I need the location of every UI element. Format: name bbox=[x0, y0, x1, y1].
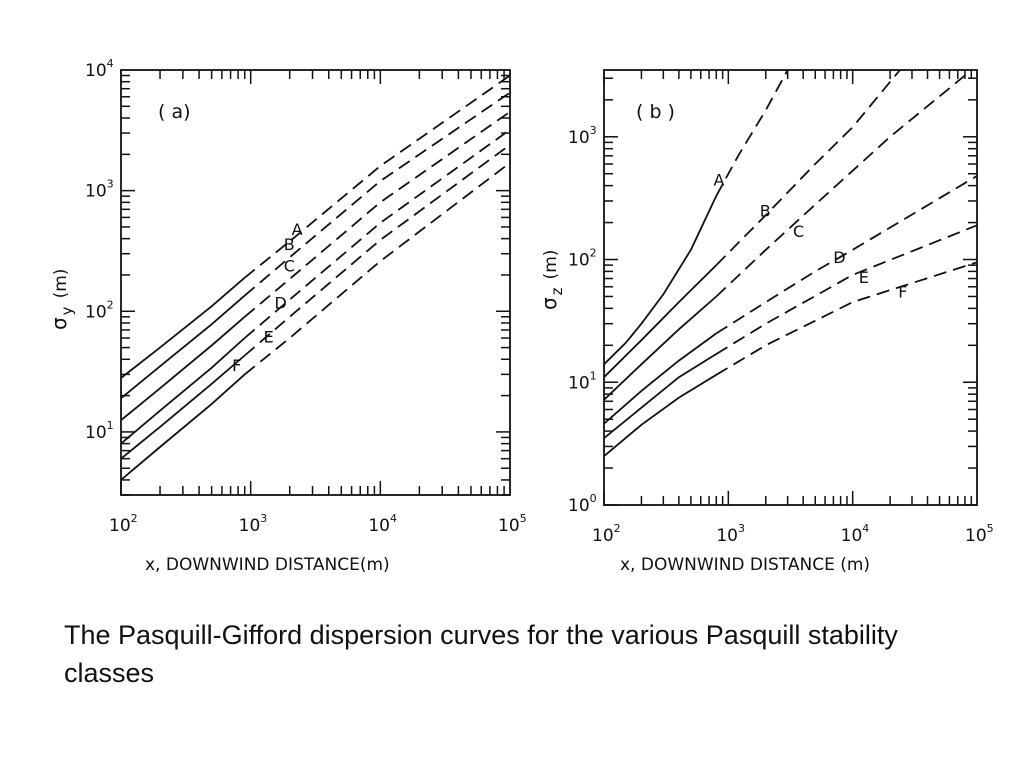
tick-marks-a bbox=[120, 70, 510, 496]
curve-a-c-dashed bbox=[244, 111, 510, 318]
figure-caption: The Pasquill-Gifford dispersion curves f… bbox=[64, 620, 898, 688]
series-label-b-b: B bbox=[760, 202, 771, 221]
tick-labels-b: 102 103 104 105 100 101 102 103 bbox=[568, 124, 994, 546]
curve-b-c-solid bbox=[603, 295, 717, 401]
x-tick-label: 105 bbox=[965, 522, 994, 546]
y-axis-unit-a: (m) bbox=[51, 269, 71, 299]
tick-marks-b bbox=[603, 70, 977, 506]
curve-b-f-solid bbox=[603, 374, 717, 457]
y-tick-label: 100 bbox=[568, 492, 597, 516]
curve-a-d-dashed bbox=[244, 128, 510, 339]
y-axis-sub-a: y bbox=[58, 306, 76, 315]
svg-text:σy(m): σy (m) bbox=[47, 269, 76, 330]
curve-b-f-dashed bbox=[715, 261, 977, 376]
series-label-a-f: F bbox=[232, 356, 241, 375]
curve-a-f-dashed bbox=[244, 162, 510, 376]
series-label-b-c: C bbox=[793, 222, 804, 241]
tick-labels-a: 102 103 104 105 101 102 103 104 bbox=[85, 57, 527, 536]
y-tick-label: 101 bbox=[568, 369, 597, 393]
curve-a-b-dashed bbox=[244, 91, 510, 297]
y-axis-label-a: σy (m) bbox=[47, 269, 76, 330]
curve-a-f-solid bbox=[120, 373, 246, 481]
curve-b-a-solid bbox=[603, 195, 718, 365]
curve-b-a-dashed bbox=[715, 70, 789, 197]
curve-b-d-dashed bbox=[715, 175, 977, 335]
curve-b-d-solid bbox=[603, 332, 717, 425]
y-tick-label: 103 bbox=[568, 124, 597, 148]
curves-b bbox=[603, 70, 977, 457]
x-axis-label-b: x, DOWNWIND DISTANCE (m) bbox=[620, 555, 870, 575]
x-axis-label-a: x, DOWNWIND DISTANCE(m) bbox=[145, 555, 390, 575]
curve-b-c-dashed bbox=[715, 70, 974, 298]
curve-a-a-dashed bbox=[244, 74, 510, 279]
curve-a-c-solid bbox=[120, 316, 246, 421]
series-label-b-d: D bbox=[833, 248, 845, 267]
y-axis-unit-b: (m) bbox=[541, 250, 561, 280]
curve-b-b-solid bbox=[603, 264, 717, 378]
series-label-a-c: C bbox=[284, 256, 295, 275]
x-tick-label: 104 bbox=[368, 512, 397, 536]
y-tick-label: 101 bbox=[85, 419, 114, 443]
series-label-b-a: A bbox=[714, 170, 725, 189]
series-label-b-e: E bbox=[859, 268, 869, 287]
curve-b-e-dashed bbox=[715, 224, 977, 355]
panel-label-a: ( a) bbox=[158, 101, 191, 123]
x-tick-label: 102 bbox=[109, 512, 138, 536]
series-label-a-e: E bbox=[264, 327, 274, 346]
plot-frame-b bbox=[603, 69, 978, 506]
panel-b-sigma-z: 102 103 104 105 100 101 102 103 A B C DE F ( b ) x,… bbox=[537, 69, 994, 575]
y-axis-symbol-b: σ bbox=[537, 297, 561, 310]
y-tick-label: 103 bbox=[85, 178, 114, 202]
y-tick-label: 102 bbox=[85, 298, 114, 322]
y-axis-label-b: σz (m) bbox=[537, 250, 566, 310]
x-tick-label: 105 bbox=[498, 512, 527, 536]
curve-a-a-solid bbox=[120, 277, 246, 379]
x-tick-label: 102 bbox=[592, 522, 621, 546]
curves-a bbox=[120, 74, 510, 481]
plot-frame-a bbox=[120, 69, 511, 496]
x-tick-label: 103 bbox=[716, 522, 745, 546]
series-labels-b: A B C DE F bbox=[714, 170, 908, 301]
x-tick-label: 103 bbox=[239, 512, 268, 536]
y-axis-sub-b: z bbox=[548, 287, 566, 295]
panel-label-b: ( b ) bbox=[636, 101, 675, 123]
y-axis-symbol-a: σ bbox=[47, 317, 71, 330]
x-tick-label: 104 bbox=[841, 522, 870, 546]
series-label-a-b: B bbox=[284, 235, 295, 254]
y-tick-label: 104 bbox=[85, 57, 114, 81]
curve-a-d-solid bbox=[120, 337, 246, 445]
svg-text:σz(m): σz (m) bbox=[537, 250, 566, 310]
curve-b-e-solid bbox=[603, 353, 717, 439]
curve-a-e-dashed bbox=[244, 144, 510, 357]
series-label-b-f: F bbox=[898, 282, 907, 301]
curve-b-b-dashed bbox=[715, 70, 901, 266]
curve-a-b-solid bbox=[120, 294, 246, 399]
series-label-a-d: D bbox=[275, 294, 287, 313]
y-tick-label: 102 bbox=[568, 247, 597, 271]
curve-a-e-solid bbox=[120, 354, 246, 460]
series-label-a-a: A bbox=[292, 220, 303, 239]
